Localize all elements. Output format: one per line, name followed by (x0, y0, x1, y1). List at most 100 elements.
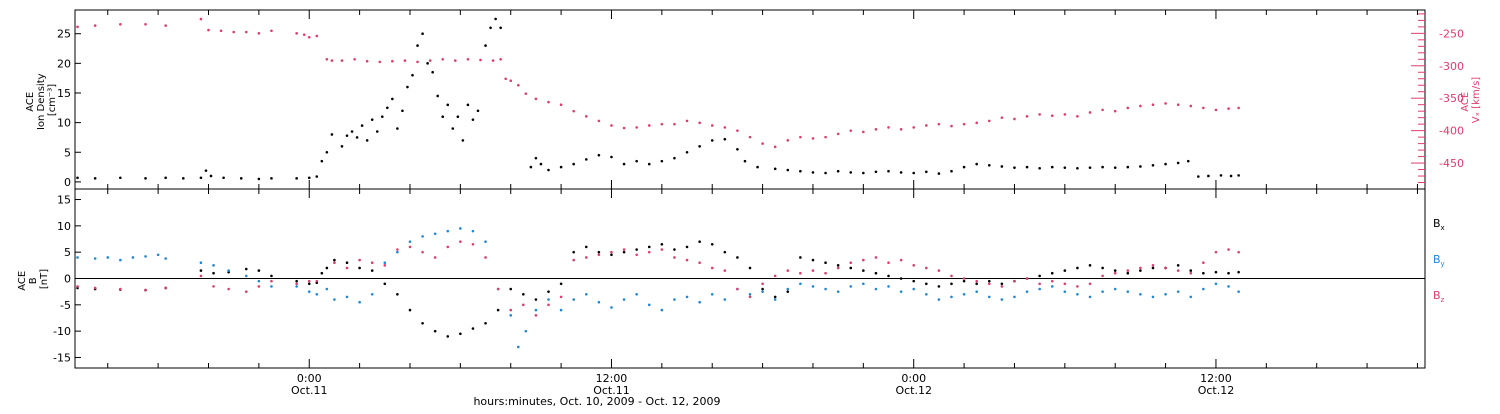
bottom-data-point (811, 258, 815, 262)
top-data-point (887, 126, 890, 129)
bottom-data-point (433, 232, 437, 236)
bottom-data-point (710, 266, 714, 270)
top-data-point (76, 176, 79, 180)
bottom-data-point (1237, 270, 1240, 274)
top-data-point (340, 59, 344, 62)
bottom-data-point (622, 248, 626, 251)
bottom-data-point (1176, 264, 1180, 267)
bottom-ytick-label: 5 (64, 246, 71, 259)
top-data-point (295, 177, 298, 180)
bottom-data-point (212, 285, 215, 288)
bottom-data-point (925, 282, 928, 286)
legend-subscript: z (1441, 296, 1445, 304)
bottom-data-point (1189, 295, 1193, 299)
top-data-point (862, 130, 865, 134)
bottom-data-point (1088, 282, 1092, 286)
bottom-data-point (1101, 274, 1104, 278)
top-data-point (1088, 111, 1092, 114)
bottom-data-point (1214, 282, 1218, 286)
bottom-data-point (635, 253, 638, 257)
top-data-point (899, 128, 903, 131)
bottom-data-point (1113, 287, 1117, 291)
bottom-data-point (635, 248, 638, 251)
top-data-point (1151, 163, 1155, 167)
xtick-time-label: 0:00 (297, 372, 322, 385)
top-data-point (1237, 106, 1240, 110)
bottom-ytick-label: 10 (57, 220, 71, 233)
legend-entry: Bx (1433, 217, 1445, 232)
top-data-point (386, 106, 389, 110)
bottom-data-point (396, 248, 399, 251)
top-data-point (257, 177, 261, 181)
bottom-data-point (836, 266, 840, 270)
bottom-data-point (799, 256, 802, 259)
bottom-data-point (1025, 290, 1029, 293)
top-data-point (584, 115, 588, 118)
top-data-point (773, 167, 777, 171)
bottom-data-point (710, 292, 714, 296)
bottom-data-point (622, 250, 626, 254)
top-data-point (622, 126, 626, 130)
xaxis-labels: 0:00Oct.1112:00Oct.110:00Oct.1212:00Oct.… (291, 372, 1234, 397)
bottom-data-point (257, 269, 261, 272)
bottom-data-point (736, 256, 739, 259)
top-data-point (484, 44, 487, 47)
xtick-date-label: Oct.12 (1198, 384, 1235, 397)
top-data-point (494, 17, 497, 21)
top-data-point (534, 156, 538, 160)
top-data-point (295, 32, 298, 35)
bottom-data-point (1139, 266, 1142, 270)
bottom-data-point (1227, 285, 1230, 288)
top-data-point (466, 103, 470, 107)
bottom-data-point (131, 256, 135, 259)
top-data-point (456, 115, 460, 118)
bottom-data-point (370, 261, 374, 265)
bottom-data-point (572, 258, 575, 262)
bottom-data-point (874, 287, 878, 291)
top-data-point (887, 169, 890, 173)
bottom-data-point (824, 271, 827, 275)
bottom-ytick-label: -5 (60, 299, 71, 312)
top-data-point (529, 165, 533, 169)
bottom-data-point (421, 321, 424, 325)
bottom-data-point (270, 285, 273, 288)
bottom-data-point (307, 279, 311, 283)
bottom-data-point (484, 240, 487, 243)
bottom-data-point (1151, 264, 1155, 267)
bottom-data-point (396, 250, 399, 254)
bottom-data-point (950, 295, 953, 299)
legend-subscript: y (1441, 260, 1445, 268)
top-data-point (849, 171, 853, 174)
bottom-data-point (1189, 269, 1193, 272)
bottom-data-point (635, 292, 638, 296)
bottom-data-point (408, 240, 412, 243)
bottom-data-point (862, 269, 865, 272)
top-data-point (1151, 103, 1155, 106)
top-data-point (370, 118, 374, 121)
bottom-data-point (421, 235, 424, 238)
top-data-point (811, 171, 815, 174)
top-data-point (441, 115, 445, 118)
top-data-point (1013, 117, 1016, 121)
bottom-data-point (685, 245, 689, 249)
top-data-point (454, 59, 457, 62)
bottom-data-point (1000, 298, 1004, 301)
bottom-data-point (459, 332, 462, 336)
bottom-data-point (559, 282, 563, 286)
top-data-point (597, 119, 601, 123)
bottom-data-point (962, 292, 966, 296)
top-data-point (1101, 108, 1104, 112)
bottom-ytick-label: -10 (53, 325, 71, 338)
top-left-ytick-label: 5 (64, 146, 71, 159)
top-data-point (1025, 165, 1029, 169)
top-data-point (761, 142, 764, 145)
top-data-point (1113, 109, 1117, 113)
bottom-data-point (1013, 279, 1016, 283)
top-data-point (1229, 174, 1233, 178)
top-data-point (610, 124, 613, 127)
top-data-point (391, 59, 394, 63)
bottom-data-point (370, 292, 374, 296)
top-data-point (559, 103, 563, 106)
